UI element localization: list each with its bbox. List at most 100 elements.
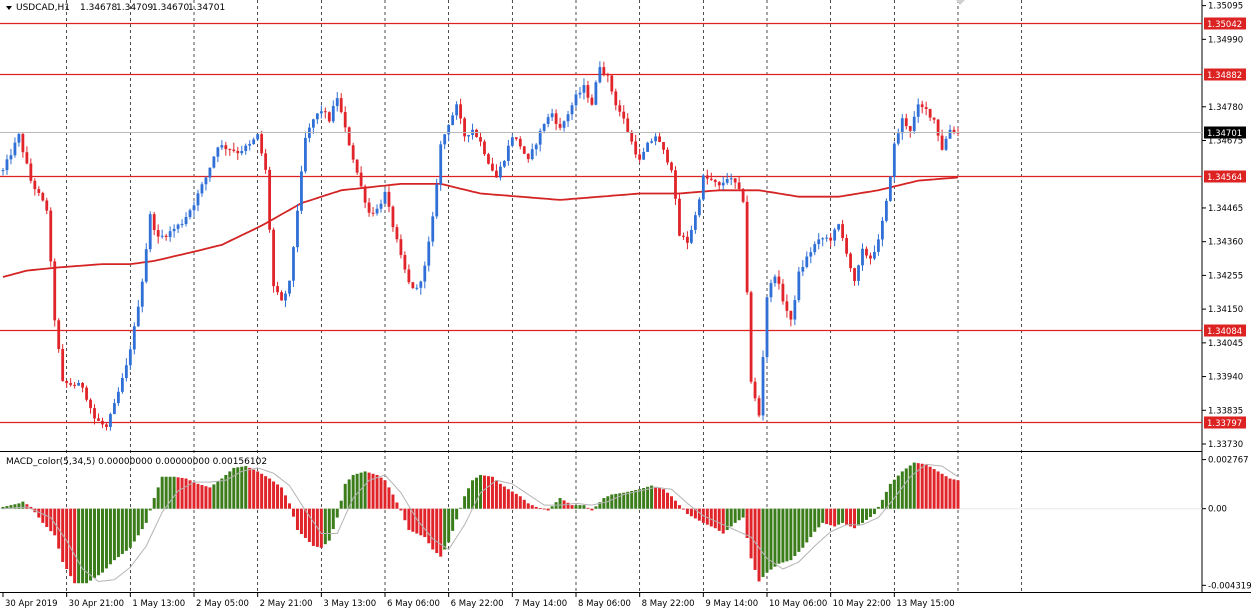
candle-body bbox=[952, 129, 956, 133]
macd-bar bbox=[236, 467, 240, 509]
candle-body bbox=[288, 280, 291, 294]
macd-bar bbox=[69, 508, 73, 577]
macd-bar bbox=[793, 508, 797, 557]
candle-body bbox=[518, 138, 522, 147]
level-label: 1.35042 bbox=[1207, 20, 1242, 30]
macd-bar bbox=[116, 508, 120, 558]
candle-body bbox=[228, 149, 232, 151]
macd-bar bbox=[673, 500, 677, 509]
candle-body bbox=[582, 85, 586, 93]
macd-bar bbox=[395, 502, 399, 509]
candle-body bbox=[940, 135, 944, 150]
time-axis-ticks: 30 Apr 2019 30 Apr 21:00 1 May 13:00 2 May … bbox=[2, 592, 955, 609]
candle-body bbox=[920, 104, 924, 108]
macd-bar bbox=[729, 508, 733, 527]
candle-body bbox=[73, 384, 77, 386]
macd-bar bbox=[351, 474, 355, 509]
macd-bar bbox=[244, 466, 248, 509]
level-label-box bbox=[1204, 324, 1246, 337]
macd-bar bbox=[837, 508, 841, 525]
macd-bar bbox=[936, 471, 940, 509]
candle-body bbox=[220, 145, 224, 148]
price-level-labels: 1.35042 1.34882 1.34564 1.34084 1.33797 bbox=[1204, 17, 1246, 429]
candle-body bbox=[761, 357, 765, 416]
candle-body bbox=[765, 297, 769, 358]
candle-body bbox=[479, 137, 482, 142]
candle-body bbox=[689, 229, 693, 243]
macd-bar bbox=[805, 508, 809, 543]
candle-body bbox=[586, 85, 590, 98]
candle-body bbox=[331, 106, 335, 122]
macd-bar bbox=[240, 466, 244, 509]
candle-body bbox=[550, 113, 554, 118]
candle-body bbox=[781, 283, 785, 302]
candle-body bbox=[829, 237, 833, 241]
macd-bar bbox=[200, 485, 204, 509]
macd-bar bbox=[526, 503, 530, 509]
macd-bar bbox=[713, 508, 717, 529]
y-tick-label: 1.33730 bbox=[1208, 440, 1243, 450]
macd-bar bbox=[530, 505, 534, 509]
macd-bar bbox=[853, 508, 857, 529]
candle-body bbox=[502, 160, 506, 167]
candle-body bbox=[355, 159, 359, 173]
candle-body bbox=[487, 154, 490, 164]
candle-body bbox=[705, 175, 709, 179]
macd-bar bbox=[630, 490, 634, 509]
candle-body bbox=[916, 104, 920, 117]
candle-body bbox=[144, 249, 148, 282]
macd-bar bbox=[681, 508, 685, 510]
macd-bar bbox=[685, 508, 689, 515]
candle-body bbox=[188, 210, 192, 218]
ohlc-open: 1.34678 bbox=[80, 3, 117, 13]
macd-bar bbox=[550, 506, 554, 509]
candle-body bbox=[701, 175, 705, 200]
candle-body bbox=[514, 137, 518, 139]
candle-body bbox=[93, 408, 96, 419]
macd-bar bbox=[77, 508, 81, 584]
candle-body bbox=[459, 104, 463, 119]
macd-bar bbox=[662, 489, 666, 509]
macd-bar bbox=[45, 508, 49, 528]
macd-bar bbox=[749, 508, 753, 559]
candle-body bbox=[387, 191, 391, 207]
macd-bar bbox=[829, 508, 833, 526]
macd-bar bbox=[586, 507, 590, 509]
candle-body bbox=[892, 143, 896, 177]
macd-bar bbox=[801, 508, 805, 548]
candle-body bbox=[77, 382, 81, 386]
candle-body bbox=[268, 169, 272, 230]
level-label: 1.34084 bbox=[1207, 327, 1242, 337]
candle-body bbox=[339, 98, 343, 113]
candle-body bbox=[491, 163, 494, 171]
chart-symbol-title: USDCAD,H1 bbox=[16, 3, 70, 13]
chart-menu-arrow-icon[interactable] bbox=[6, 6, 12, 10]
macd-bar bbox=[307, 508, 311, 542]
candle-body bbox=[924, 107, 928, 109]
candle-body bbox=[391, 206, 395, 228]
candle-body bbox=[81, 382, 84, 388]
macd-bar bbox=[538, 508, 542, 509]
candle-body bbox=[813, 244, 817, 253]
macd-bar bbox=[295, 508, 299, 530]
macd-bar bbox=[85, 508, 89, 584]
candle-body bbox=[164, 235, 168, 238]
macd-bar bbox=[570, 505, 574, 509]
candle-body bbox=[721, 182, 725, 186]
macd-bar bbox=[359, 472, 363, 509]
macd-bar bbox=[268, 478, 272, 509]
candle-body bbox=[196, 193, 200, 206]
macd-bar bbox=[849, 508, 853, 527]
candle-body bbox=[447, 125, 451, 135]
y-tick-label: 1.34675 bbox=[1208, 136, 1243, 146]
macd-bar bbox=[566, 502, 570, 509]
macd-bar bbox=[415, 508, 419, 534]
x-tick-label: 9 May 14:00 bbox=[705, 599, 758, 609]
macd-bar bbox=[383, 480, 387, 509]
candle-body bbox=[49, 210, 53, 262]
macd-bar bbox=[17, 503, 21, 509]
macd-bar bbox=[900, 471, 904, 509]
candle-body bbox=[45, 200, 49, 211]
ohlc-low: 1.34670 bbox=[152, 3, 189, 13]
candle-body bbox=[260, 134, 264, 154]
